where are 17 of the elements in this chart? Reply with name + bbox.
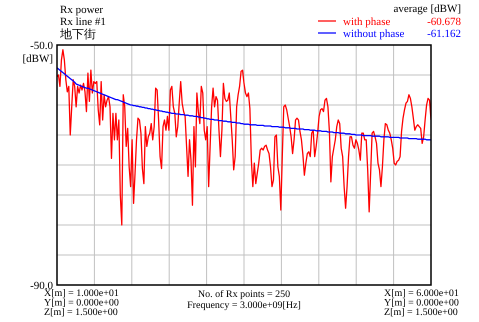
y-tick-label: -50.0 xyxy=(30,40,54,52)
text: 地下街 xyxy=(59,27,96,41)
legend-label: with phase xyxy=(343,16,390,28)
text: Z[m] = 1.500e+00 xyxy=(384,307,458,318)
text: No. of Rx points = 250 xyxy=(198,289,290,300)
legend-label: without phase xyxy=(343,28,405,40)
text: Frequency = 3.000e+09[Hz] xyxy=(187,300,301,311)
text: Z[m] = 1.500e+00 xyxy=(44,307,118,318)
text: Y[m] = 0.000e+00 xyxy=(384,298,459,308)
y-axis-title: [dBW] xyxy=(22,53,53,65)
text: -61.162 xyxy=(427,28,461,40)
text: X[m] = 6.000e+01 xyxy=(384,288,459,299)
text: Y[m] = 0.000e+00 xyxy=(44,298,119,308)
chart-title: Rx power xyxy=(60,4,104,16)
chart-subtitle: Rx line #1 xyxy=(60,16,106,28)
legend-title: average [dBW] xyxy=(394,3,461,15)
text: -60.678 xyxy=(427,16,462,28)
